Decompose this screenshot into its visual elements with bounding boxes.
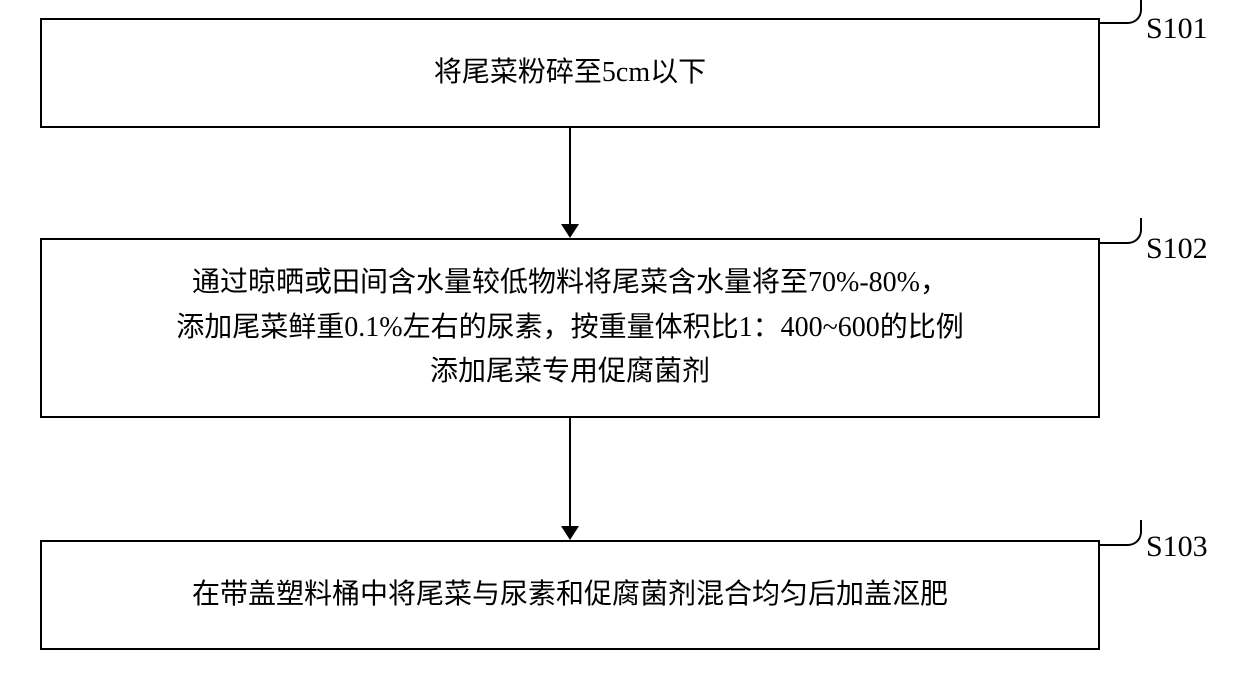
- flowchart-callout: [1100, 520, 1142, 546]
- flowchart-arrow-line: [569, 418, 571, 526]
- flowchart-arrow-head-icon: [561, 526, 579, 540]
- flowchart-step-s101: 将尾菜粉碎至5cm以下: [40, 18, 1100, 128]
- flowchart-step-s103: 在带盖塑料桶中将尾菜与尿素和促腐菌剂混合均匀后加盖沤肥: [40, 540, 1100, 650]
- flowchart-step-text: 将尾菜粉碎至5cm以下: [434, 51, 706, 96]
- flowchart-arrow-head-icon: [561, 224, 579, 238]
- flowchart-step-s102: 通过晾晒或田间含水量较低物料将尾菜含水量将至70%-80%， 添加尾菜鲜重0.1…: [40, 238, 1100, 418]
- flowchart-arrow-line: [569, 128, 571, 224]
- flowchart-callout: [1100, 0, 1142, 24]
- flowchart-step-label: S102: [1146, 232, 1208, 266]
- flowchart-step-label: S101: [1146, 12, 1208, 46]
- flowchart-callout: [1100, 218, 1142, 244]
- flowchart-step-text: 在带盖塑料桶中将尾菜与尿素和促腐菌剂混合均匀后加盖沤肥: [192, 573, 948, 618]
- flowchart-step-text: 通过晾晒或田间含水量较低物料将尾菜含水量将至70%-80%， 添加尾菜鲜重0.1…: [176, 261, 963, 395]
- flowchart-canvas: 将尾菜粉碎至5cm以下 S101 通过晾晒或田间含水量较低物料将尾菜含水量将至70%…: [0, 0, 1240, 692]
- flowchart-step-label: S103: [1146, 530, 1208, 564]
